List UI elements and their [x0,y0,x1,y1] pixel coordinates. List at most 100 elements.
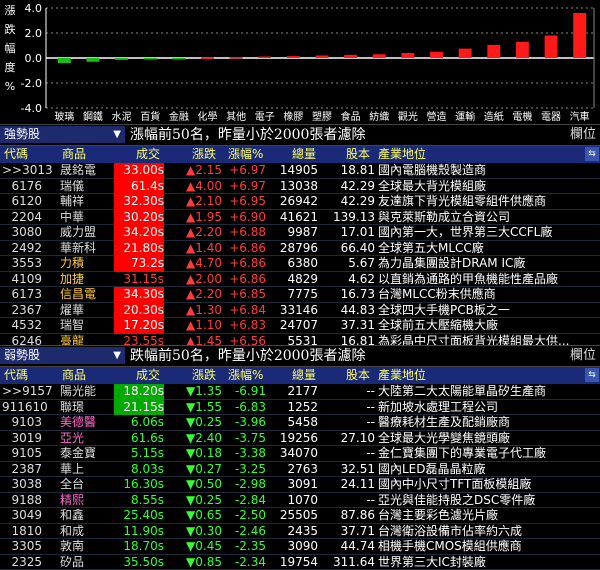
bar [459,49,472,58]
stock-name: 華上 [60,462,84,478]
industry-position: 台灣MLCC粉末供應商 [378,287,578,303]
header-change[interactable]: 漲跌 [192,367,216,384]
bar [287,56,300,58]
header-industry[interactable]: 產業地位 [378,367,426,384]
stock-name: 美德醫 [60,415,96,431]
percent-change: -3.75 [222,431,266,447]
percent-change: -6.91 [222,384,266,400]
total-volume: 24707 [268,318,318,334]
last-price: 61.6s [114,431,164,447]
chevron-down-icon: ▼ [113,126,121,143]
header-capital[interactable]: 股本 [346,146,370,163]
stock-code: >>9157 [2,384,42,400]
bar [230,57,243,59]
stock-name: 和鑫 [60,508,84,524]
price-change: ▼0.18 [168,446,222,462]
bar [58,58,71,63]
header-volume[interactable]: 總量 [292,146,316,163]
total-volume: 1070 [268,493,318,509]
header-name[interactable]: 商品 [62,146,86,163]
columns-button[interactable]: 欄位 [570,125,596,145]
price-change: ▼1.55 [168,400,222,416]
header-capital[interactable]: 股本 [346,367,370,384]
header-price[interactable]: 成交 [136,146,160,163]
weak-stocks-selector[interactable]: 弱勢股 ▼ [0,347,125,364]
share-capital: 44.83 [318,303,375,319]
bar [516,42,529,58]
industry-position: 台灣主要彩色濾光片廠 [378,508,578,524]
last-price: 18.70s [114,539,164,555]
y-tick-label: -4.0 [21,102,42,115]
header-percent[interactable]: 漲幅% [228,367,263,384]
stock-code: >>3013 [2,163,42,179]
bar [144,58,157,60]
selector-label: 弱勢股 [4,348,40,362]
y-axis-label-char: 度 [3,61,17,74]
bar [373,54,386,58]
stock-name: 和成 [60,524,84,540]
table-header: 代碼 商品 成交 漲跌 漲幅% 總量 股本 產業地位 ⇆ [0,146,600,163]
total-volume: 9987 [268,225,318,241]
header-change[interactable]: 漲跌 [192,146,216,163]
share-capital: 87.86 [318,508,375,524]
x-tick-label: 紡織 [369,110,389,123]
columns-button[interactable]: 欄位 [570,346,596,366]
price-change: ▲4.00 [168,179,222,195]
total-volume: 7775 [268,287,318,303]
last-price: 34.20s [114,225,164,241]
scroll-left-right-icon[interactable]: ⇆ [585,368,599,382]
share-capital: 18.81 [318,163,375,179]
price-change: ▲2.00 [168,272,222,288]
scroll-left-right-icon[interactable]: ⇆ [585,147,599,161]
stock-code: 4109 [2,272,42,288]
industry-position: 國內中小尺寸TFT面板模組廠 [378,477,578,493]
total-volume: 5458 [268,415,318,431]
industry-position: 全球四大手機PCB板之一 [378,303,578,319]
bar [87,58,100,62]
header-volume[interactable]: 總量 [292,367,316,384]
stock-name: 精熙 [60,493,84,509]
header-code[interactable]: 代碼 [4,367,28,384]
industry-position: 大陸第二大太陽能單晶矽生產商 [378,384,578,400]
strong-stocks-selector[interactable]: 強勢股 ▼ [0,126,125,143]
price-change: ▼1.35 [168,384,222,400]
x-tick-label: 電子 [255,111,275,123]
stock-name: 加捷 [60,272,84,288]
last-price: 61.4s [114,179,164,195]
x-tick-label: 化學 [197,110,217,123]
header-name[interactable]: 商品 [62,367,86,384]
stock-name: 華新科 [60,241,96,257]
header-industry[interactable]: 產業地位 [378,146,426,163]
header-code[interactable]: 代碼 [4,146,28,163]
industry-position: 為力晶集團設計DRAM IC廠 [378,256,578,272]
last-price: 20.30s [114,303,164,319]
total-volume: 14905 [268,163,318,179]
last-price: 31.15s [114,272,164,288]
header-price[interactable]: 成交 [136,367,160,384]
price-change: ▲1.30 [168,303,222,319]
header-percent[interactable]: 漲幅% [228,146,263,163]
